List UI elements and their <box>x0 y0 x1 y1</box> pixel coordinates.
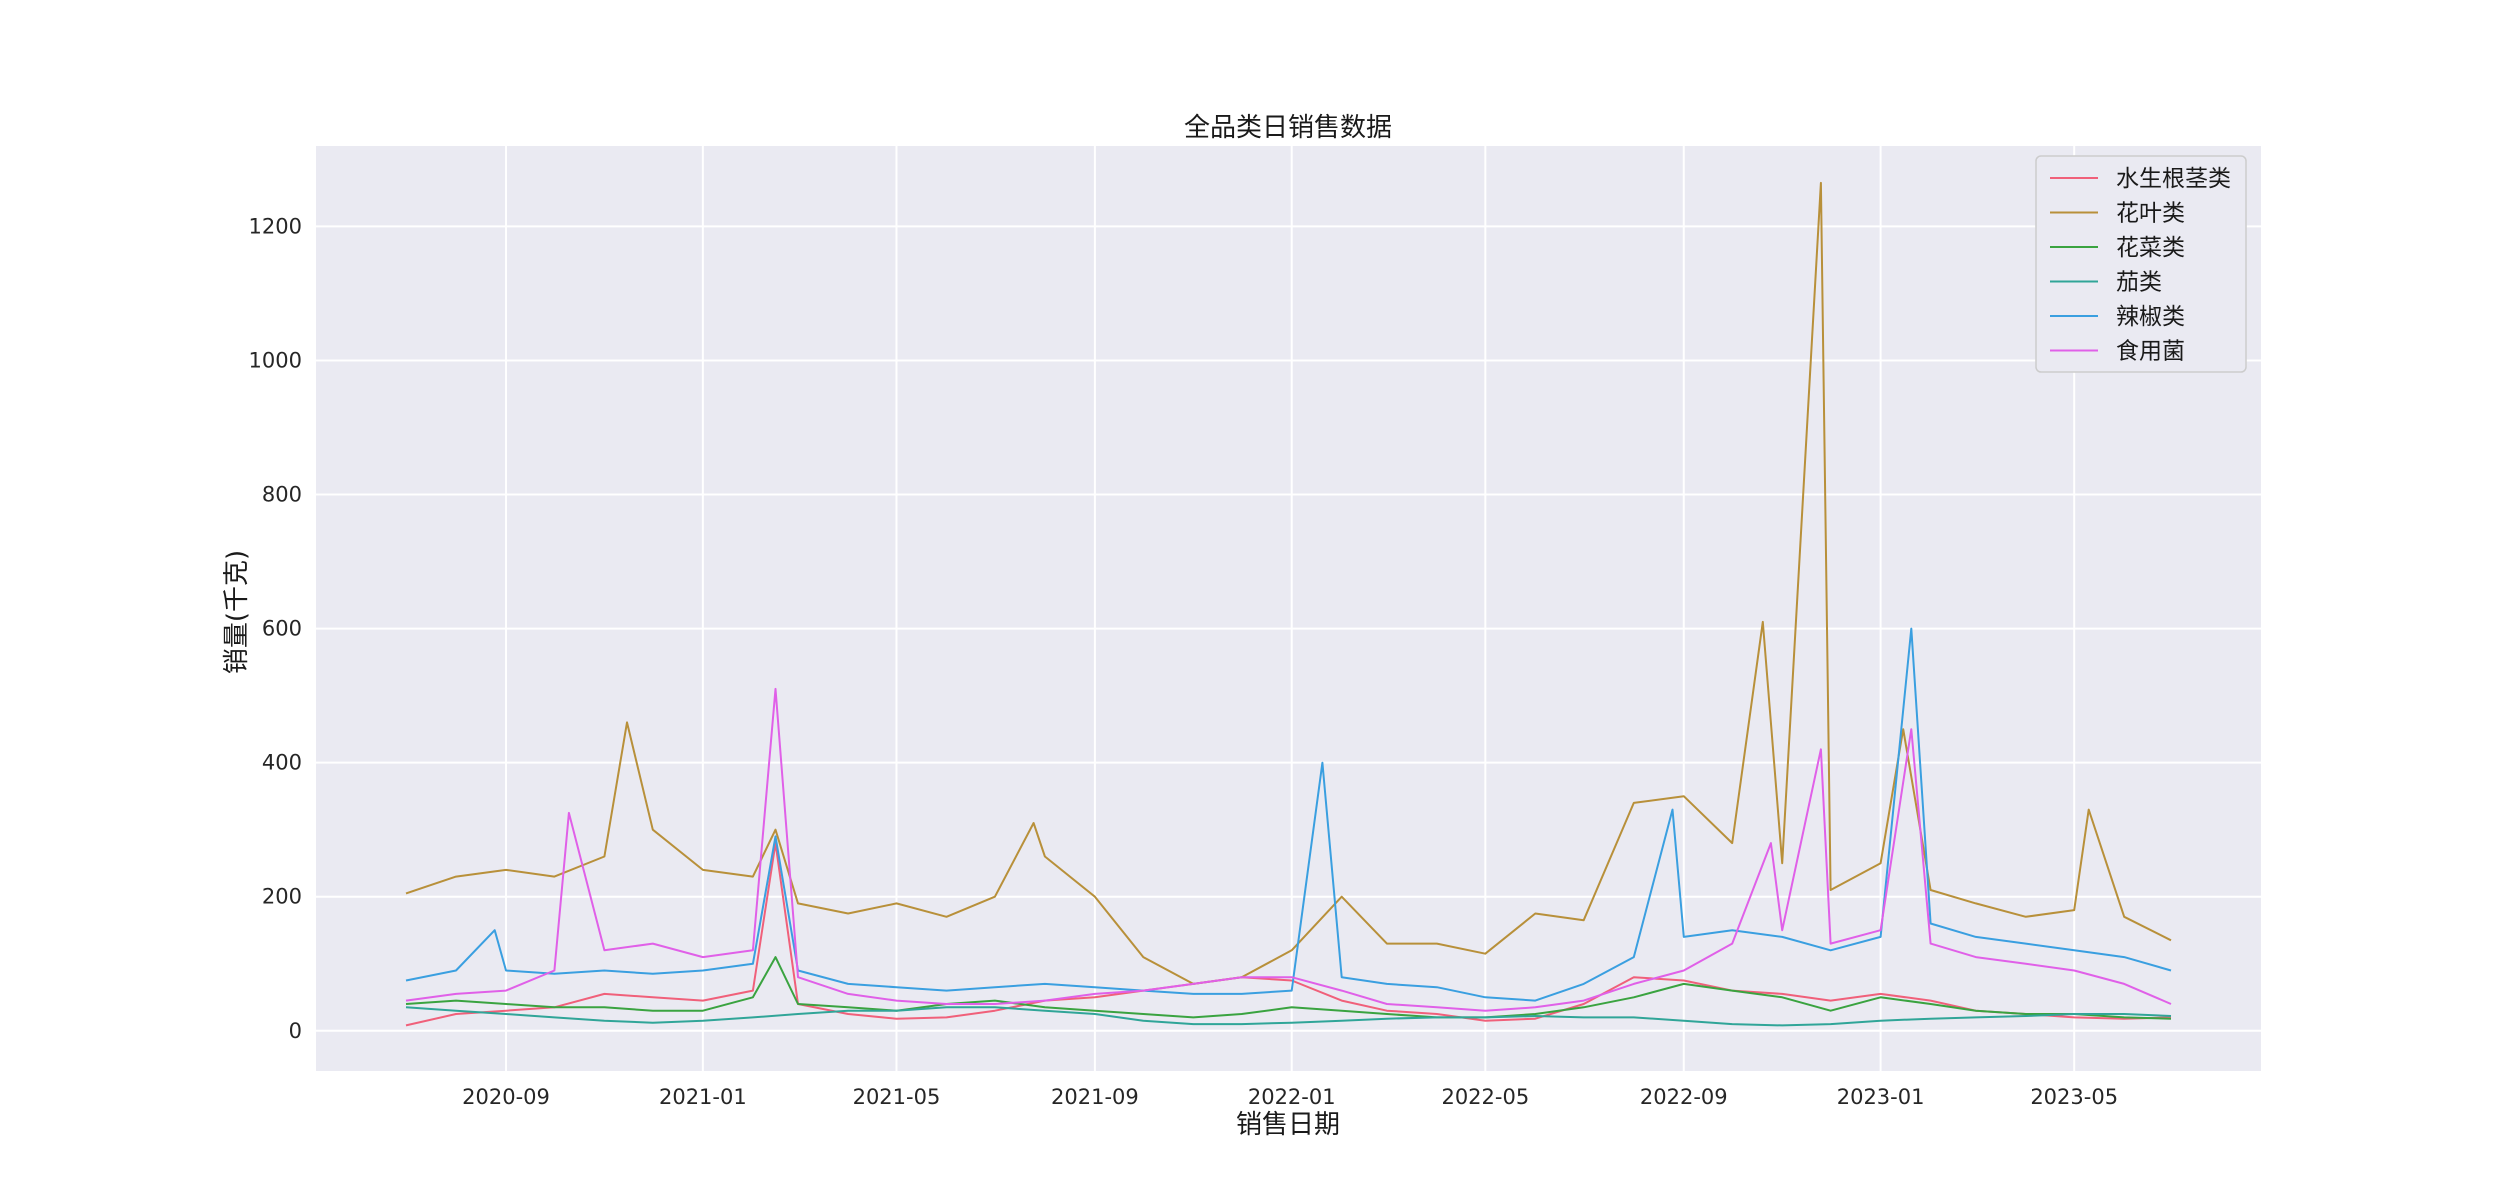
y-tick-label: 600 <box>262 617 302 641</box>
x-tick-label: 2021-05 <box>853 1085 941 1109</box>
y-tick-label: 1200 <box>249 214 302 238</box>
chart-title: 全品类日销售数据 <box>1184 113 1392 143</box>
y-tick-label: 0 <box>289 1019 302 1043</box>
plot-area <box>316 146 2261 1071</box>
legend-label: 食用菌 <box>2116 339 2185 365</box>
series-line-1 <box>405 842 2172 1027</box>
y-tick-label: 800 <box>262 483 302 507</box>
x-tick-label: 2022-01 <box>1248 1085 1336 1109</box>
x-tick-label: 2021-09 <box>1051 1085 1139 1109</box>
x-tick-label: 2021-01 <box>659 1085 747 1109</box>
x-tick-label: 2022-05 <box>1441 1085 1529 1109</box>
y-tick-label: 400 <box>262 751 302 775</box>
y-tick-label: 200 <box>262 885 302 909</box>
x-tick-label: 2023-05 <box>2030 1085 2118 1109</box>
y-axis-label: 销量(千克) <box>222 550 252 674</box>
x-tick-label: 2022-09 <box>1640 1085 1728 1109</box>
series-line-6 <box>405 687 2172 1012</box>
axis-ticks: 0 200 400 600 800 1000 1200 2020-09 2021-01 2021-… <box>249 214 2119 1109</box>
y-tick-label: 1000 <box>249 348 302 372</box>
legend-label: 辣椒类 <box>2116 304 2185 330</box>
series-lines <box>405 181 2172 1027</box>
x-tick-label: 2020-09 <box>462 1085 550 1109</box>
x-axis-label: 销售日期 <box>1236 1110 1340 1140</box>
x-tick-label: 2023-01 <box>1837 1085 1925 1109</box>
legend-label: 茄类 <box>2116 270 2162 296</box>
series-line-3 <box>405 956 2172 1020</box>
series-line-5 <box>405 627 2172 1002</box>
grid <box>316 146 2261 1071</box>
legend-label: 水生根茎类 <box>2116 166 2231 192</box>
series-line-4 <box>405 1006 2172 1027</box>
legend-label: 花叶类 <box>2116 201 2185 227</box>
legend-box <box>2035 155 2247 373</box>
legend-label: 花菜类 <box>2116 235 2185 261</box>
